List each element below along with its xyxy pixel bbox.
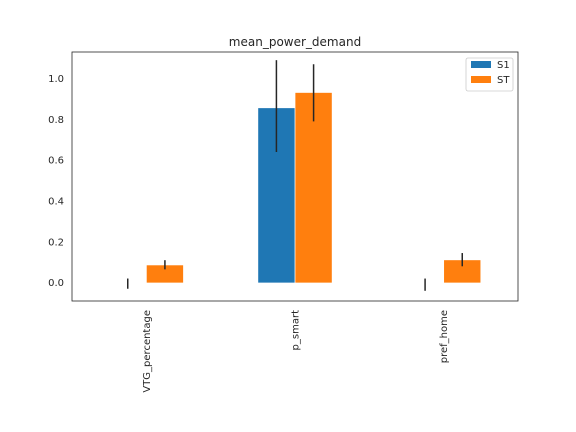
bar-st-p_smart <box>295 92 332 283</box>
bar-st-pref_home <box>444 260 481 283</box>
bar-st-vtg_percentage <box>146 265 184 283</box>
error-bars <box>127 60 463 291</box>
y-tick-label: 1.0 <box>48 74 64 85</box>
x-axis: VTG_percentage p_smart pref_home <box>142 310 450 393</box>
plot-area <box>71 51 519 302</box>
legend-label-s1: S1 <box>497 60 510 71</box>
y-tick-label: 0.4 <box>48 196 64 207</box>
y-tick-label: 0.0 <box>48 278 64 289</box>
y-tick-label: 0.8 <box>48 115 64 126</box>
y-tick-label: 0.6 <box>48 156 64 167</box>
x-tick-label: p_smart <box>291 310 302 351</box>
legend: S1 ST <box>465 57 514 92</box>
legend-swatch-s1 <box>471 61 491 68</box>
legend-swatch-st <box>471 76 491 83</box>
y-axis: 0.0 0.2 0.4 0.6 0.8 1.0 <box>48 74 64 289</box>
legend-label-st: ST <box>497 75 510 86</box>
chart-title: mean_power_demand <box>229 35 361 49</box>
x-tick-label: pref_home <box>439 310 450 363</box>
x-tick-label: VTG_percentage <box>142 310 153 393</box>
y-tick-label: 0.2 <box>48 237 64 248</box>
